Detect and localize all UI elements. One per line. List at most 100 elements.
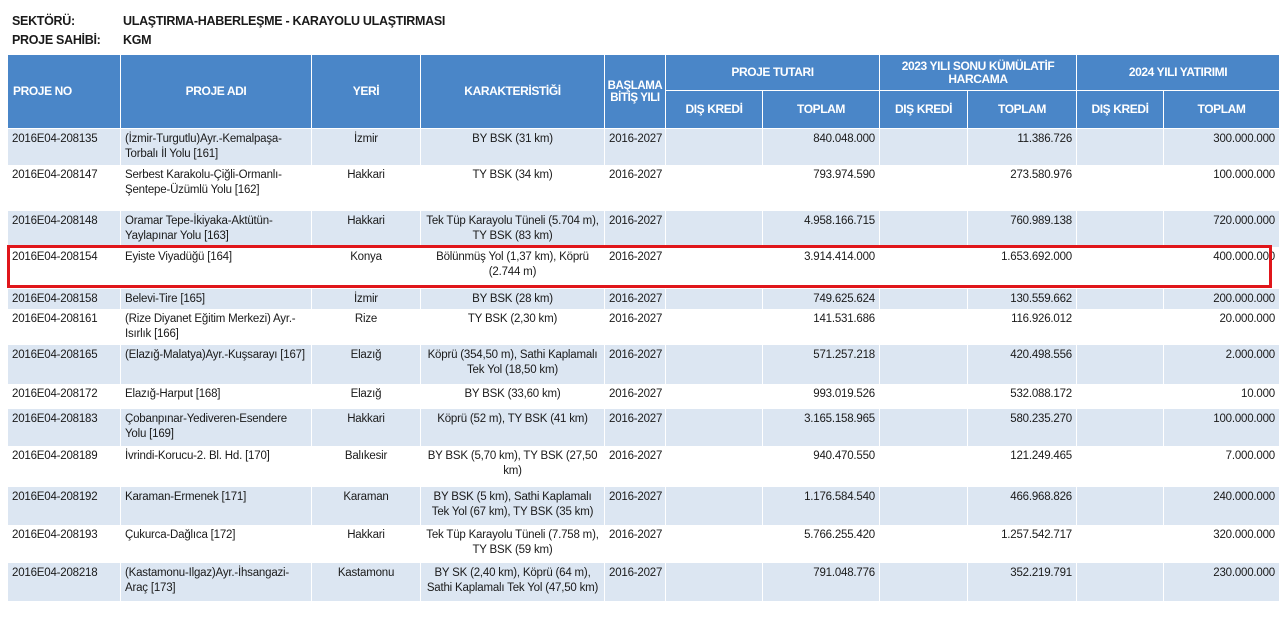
cell-kh-dis-kredi [879,408,969,446]
cell-pt-toplam: 1.176.584.540 [761,486,881,525]
cell-kh-toplam: 1.257.542.717 [967,524,1078,563]
header-karakteristigi: KARAKTERİSTİĞİ [420,54,605,129]
table-row: 2016E04-208161 (Rize Diyanet Eğitim Merke… [7,308,1280,345]
cell-proje-adi: Çukurca-Dağlıca [172] [120,524,312,563]
cell-yt-toplam: 100.000.000 [1163,408,1280,446]
cell-pt-dis-kredi [665,383,763,409]
cell-yt-toplam: 100.000.000 [1163,164,1280,211]
cell-yt-toplam: 10.000 [1163,383,1280,409]
cell-proje-adi: (Elazığ-Malatya)Ayr.-Kuşsarayı [167] [120,344,312,384]
cell-baslama-bitis: 2016-2027 [604,308,666,345]
cell-pt-dis-kredi [665,164,763,211]
cell-baslama-bitis: 2016-2027 [604,164,666,211]
table-row: 2016E04-208147 Serbest Karakolu-Çiğli-Orm… [7,164,1280,211]
cell-yeri: Hakkari [311,164,421,211]
cell-karakteristigi: Bölünmüş Yol (1,37 km), Köprü (2.744 m) [420,246,605,289]
cell-baslama-bitis: 2016-2027 [604,344,666,384]
owner-label: PROJE SAHİBİ: [12,33,101,47]
table-row: 2016E04-208165 (Elazığ-Malatya)Ayr.-Kuşsa… [7,344,1280,384]
cell-kh-toplam: 121.249.465 [967,445,1078,487]
cell-pt-toplam: 940.470.550 [761,445,881,487]
header-pt-dis-kredi: DIŞ KREDİ [665,90,763,129]
cell-yeri: Hakkari [311,408,421,446]
cell-yt-dis-kredi [1076,445,1165,487]
cell-proje-no: 2016E04-208154 [7,246,121,289]
cell-baslama-bitis: 2016-2027 [604,486,666,525]
table-header: PROJE NO PROJE ADI YERİ KARAKTERİSTİĞİ B… [7,54,1280,129]
cell-yeri: Hakkari [311,524,421,563]
cell-yeri: Elazığ [311,383,421,409]
cell-pt-dis-kredi [665,408,763,446]
cell-yeri: İzmir [311,128,421,165]
header-yatirim: 2024 YILI YATIRIMI [1076,54,1280,91]
cell-yeri: Konya [311,246,421,289]
cell-karakteristigi: Köprü (354,50 m), Sathi Kaplamalı Tek Yo… [420,344,605,384]
cell-baslama-bitis: 2016-2027 [604,445,666,487]
cell-pt-dis-kredi [665,524,763,563]
cell-karakteristigi: BY BSK (28 km) [420,288,605,309]
cell-baslama-bitis: 2016-2027 [604,408,666,446]
table-row: 2016E04-208218 (Kastamonu-Ilgaz)Ayr.-İhsa… [7,562,1280,601]
cell-kh-toplam: 760.989.138 [967,210,1078,247]
cell-proje-no: 2016E04-208172 [7,383,121,409]
cell-karakteristigi: TY BSK (2,30 km) [420,308,605,345]
cell-kh-dis-kredi [879,486,969,525]
cell-yt-dis-kredi [1076,344,1165,384]
cell-baslama-bitis: 2016-2027 [604,562,666,601]
header-yt-dis-kredi: DIŞ KREDİ [1076,90,1165,129]
cell-pt-toplam: 3.165.158.965 [761,408,881,446]
cell-baslama-bitis: 2016-2027 [604,246,666,289]
projects-table: PROJE NO PROJE ADI YERİ KARAKTERİSTİĞİ B… [7,54,1280,601]
cell-pt-dis-kredi [665,308,763,345]
cell-kh-toplam: 532.088.172 [967,383,1078,409]
cell-proje-no: 2016E04-208192 [7,486,121,525]
header-proje-no: PROJE NO [7,54,121,129]
table-row: 2016E04-208192 Karaman-Ermenek [171] Karam… [7,486,1280,525]
cell-kh-dis-kredi [879,383,969,409]
header-baslama-bitis: BAŞLAMA BİTİŞ YILI [604,54,666,129]
header-kh-toplam: TOPLAM [967,90,1078,129]
cell-yt-toplam: 230.000.000 [1163,562,1280,601]
cell-proje-no: 2016E04-208189 [7,445,121,487]
owner-value: KGM [123,33,152,47]
cell-proje-adi: Çobanpınar-Yediveren-Esendere Yolu [169] [120,408,312,446]
table-row: 2016E04-208148 Oramar Tepe-İkiyaka-Aktütü… [7,210,1280,247]
cell-yeri: Elazığ [311,344,421,384]
cell-kh-dis-kredi [879,308,969,345]
cell-yt-dis-kredi [1076,383,1165,409]
cell-kh-dis-kredi [879,128,969,165]
table-row: 2016E04-208154 Eyiste Viyadüğü [164] Konya… [7,246,1280,289]
cell-kh-toplam: 580.235.270 [967,408,1078,446]
cell-pt-dis-kredi [665,246,763,289]
cell-proje-no: 2016E04-208193 [7,524,121,563]
cell-yt-dis-kredi [1076,486,1165,525]
cell-yeri: Karaman [311,486,421,525]
cell-pt-dis-kredi [665,210,763,247]
cell-proje-no: 2016E04-208218 [7,562,121,601]
cell-pt-toplam: 5.766.255.420 [761,524,881,563]
cell-yt-toplam: 20.000.000 [1163,308,1280,345]
table-row: 2016E04-208135 (İzmir-Turgutlu)Ayr.-Kemal… [7,128,1280,165]
table-body: 2016E04-208135 (İzmir-Turgutlu)Ayr.-Kemal… [7,128,1280,601]
cell-pt-toplam: 793.974.590 [761,164,881,211]
table-row: 2016E04-208183 Çobanpınar-Yediveren-Esend… [7,408,1280,446]
cell-kh-toplam: 130.559.662 [967,288,1078,309]
cell-proje-adi: Serbest Karakolu-Çiğli-Ormanlı-Şentepe-Ü… [120,164,312,211]
cell-yt-toplam: 320.000.000 [1163,524,1280,563]
cell-proje-no: 2016E04-208147 [7,164,121,211]
cell-yt-dis-kredi [1076,562,1165,601]
cell-yeri: Balıkesir [311,445,421,487]
cell-yt-dis-kredi [1076,288,1165,309]
cell-karakteristigi: Tek Tüp Karayolu Tüneli (7.758 m), TY BS… [420,524,605,563]
cell-yt-toplam: 7.000.000 [1163,445,1280,487]
cell-baslama-bitis: 2016-2027 [604,288,666,309]
cell-kh-dis-kredi [879,445,969,487]
cell-kh-toplam: 273.580.976 [967,164,1078,211]
cell-baslama-bitis: 2016-2027 [604,524,666,563]
header-pt-toplam: TOPLAM [761,90,881,129]
cell-yt-toplam: 300.000.000 [1163,128,1280,165]
cell-proje-adi: (Kastamonu-Ilgaz)Ayr.-İhsangazi-Araç [17… [120,562,312,601]
cell-baslama-bitis: 2016-2027 [604,383,666,409]
owner-line: PROJE SAHİBİ: KGM [12,31,445,50]
cell-pt-dis-kredi [665,344,763,384]
